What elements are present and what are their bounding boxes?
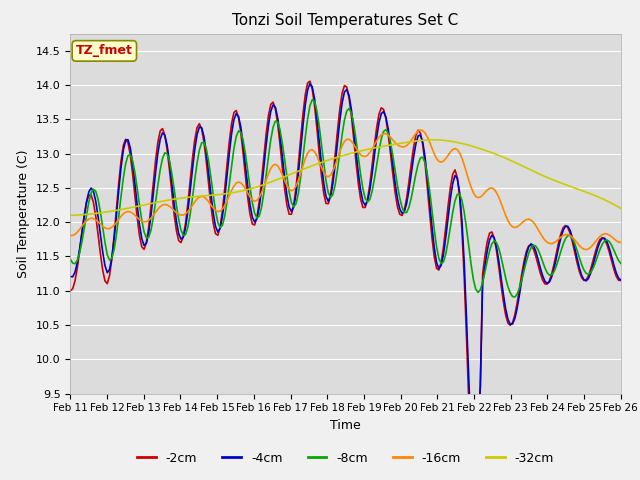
- X-axis label: Time: Time: [330, 419, 361, 432]
- -16cm: [154, 206, 162, 212]
- -4cm: [306, 81, 314, 86]
- -16cm: [580, 246, 588, 252]
- -2cm: [582, 277, 590, 283]
- -8cm: [511, 294, 518, 300]
- -8cm: [308, 97, 316, 103]
- -4cm: [104, 270, 111, 276]
- -32cm: [617, 205, 625, 211]
- -4cm: [154, 150, 162, 156]
- -2cm: [433, 265, 440, 271]
- -4cm: [470, 462, 477, 468]
- -32cm: [580, 188, 588, 194]
- -16cm: [253, 197, 260, 203]
- -4cm: [90, 188, 97, 194]
- -16cm: [582, 247, 590, 252]
- -2cm: [306, 78, 314, 84]
- -16cm: [90, 216, 97, 221]
- Line: -32cm: -32cm: [70, 140, 621, 216]
- Legend: -2cm, -4cm, -8cm, -16cm, -32cm: -2cm, -4cm, -8cm, -16cm, -32cm: [132, 447, 559, 469]
- -32cm: [67, 213, 74, 218]
- -2cm: [104, 281, 111, 287]
- -2cm: [90, 200, 97, 205]
- -2cm: [154, 139, 162, 145]
- -32cm: [253, 184, 260, 190]
- Y-axis label: Soil Temperature (C): Soil Temperature (C): [17, 149, 30, 278]
- -32cm: [90, 211, 97, 216]
- -4cm: [433, 260, 440, 265]
- Title: Tonzi Soil Temperatures Set C: Tonzi Soil Temperatures Set C: [232, 13, 459, 28]
- -16cm: [417, 127, 424, 133]
- Line: -4cm: -4cm: [70, 84, 621, 465]
- -8cm: [154, 182, 162, 188]
- -8cm: [90, 186, 97, 192]
- Line: -8cm: -8cm: [70, 100, 621, 297]
- -32cm: [431, 137, 438, 143]
- -16cm: [67, 233, 74, 239]
- -32cm: [104, 209, 111, 215]
- -4cm: [617, 277, 625, 283]
- -8cm: [67, 256, 74, 262]
- -16cm: [617, 240, 625, 245]
- -8cm: [617, 261, 625, 266]
- -16cm: [104, 226, 111, 231]
- Line: -16cm: -16cm: [70, 130, 621, 250]
- -2cm: [67, 288, 74, 294]
- -4cm: [253, 216, 260, 222]
- -4cm: [582, 278, 590, 284]
- -2cm: [617, 277, 625, 283]
- -8cm: [582, 271, 590, 276]
- -8cm: [433, 244, 440, 250]
- -8cm: [104, 252, 111, 258]
- -16cm: [433, 156, 440, 161]
- -4cm: [67, 274, 74, 279]
- Line: -2cm: -2cm: [70, 81, 621, 480]
- -32cm: [154, 199, 162, 205]
- -32cm: [433, 137, 440, 143]
- -2cm: [253, 215, 260, 220]
- -8cm: [253, 215, 260, 221]
- Text: TZ_fmet: TZ_fmet: [76, 44, 132, 58]
